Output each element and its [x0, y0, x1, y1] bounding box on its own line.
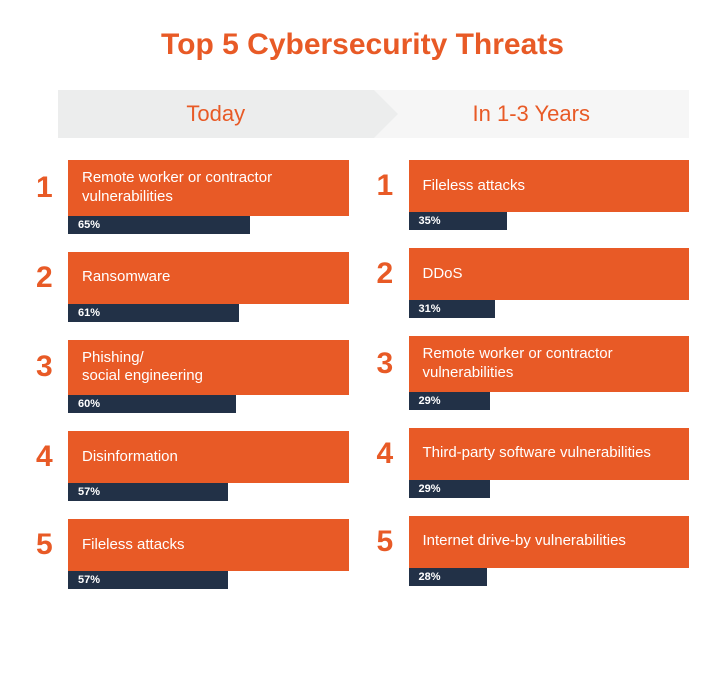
threat-bar-fill: 57%: [68, 571, 228, 589]
threat-item: 2Ransomware 61%: [36, 252, 349, 322]
tab-arrow-icon: [374, 90, 398, 138]
threat-rank: 3: [377, 336, 399, 392]
threat-bar-pct: 28%: [409, 571, 441, 583]
threat-bar-fill: 29%: [409, 480, 490, 498]
threat-bar-fill: 61%: [68, 304, 239, 322]
threat-item: 1Fileless attacks 35%: [377, 160, 690, 230]
threat-label: Phishing/ social engineering: [68, 340, 349, 396]
threat-item: 4Third-party software vulnerabilities 29%: [377, 428, 690, 498]
column-future: 1Fileless attacks 35% 2DDoS 31% 3Remote work…: [377, 160, 690, 589]
threat-item-top: 1Fileless attacks: [377, 160, 690, 212]
threat-item-top: 1Remote worker or contractor vulnerabili…: [36, 160, 349, 216]
threat-bar: 57%: [68, 483, 349, 501]
threat-bar-pct: 65%: [68, 219, 100, 231]
threat-bar-fill: 57%: [68, 483, 228, 501]
threat-bar-track: 31%: [409, 300, 690, 318]
threat-bar: 57%: [68, 571, 349, 589]
threat-item: 1Remote worker or contractor vulnerabili…: [36, 160, 349, 234]
threat-bar-fill: 60%: [68, 395, 236, 413]
threat-item-top: 5Fileless attacks: [36, 519, 349, 571]
column-today: 1Remote worker or contractor vulnerabili…: [36, 160, 349, 589]
threat-bar-pct: 57%: [68, 486, 100, 498]
threat-bar-pct: 61%: [68, 307, 100, 319]
threat-item-top: 2DDoS: [377, 248, 690, 300]
threat-item: 3Remote worker or contractor vulnerabili…: [377, 336, 690, 410]
threat-item: 5Internet drive-by vulnerabilities 28%: [377, 516, 690, 586]
threat-bar-fill: 28%: [409, 568, 488, 586]
threat-label: Remote worker or contractor vulnerabilit…: [68, 160, 349, 216]
threat-bar-pct: 29%: [409, 483, 441, 495]
threat-item: 4Disinformation 57%: [36, 431, 349, 501]
threat-label: Remote worker or contractor vulnerabilit…: [409, 336, 690, 392]
threat-label: Fileless attacks: [409, 160, 690, 212]
infographic-root: Top 5 Cybersecurity Threats Today In 1-3…: [0, 0, 725, 609]
tab-future: In 1-3 Years: [374, 90, 690, 138]
threat-bar-fill: 31%: [409, 300, 496, 318]
threat-rank: 3: [36, 340, 58, 396]
threat-item: 3Phishing/ social engineering 60%: [36, 340, 349, 414]
tab-today: Today: [58, 90, 374, 138]
threat-bar-pct: 29%: [409, 395, 441, 407]
threat-bar-track: 57%: [68, 483, 349, 501]
threat-bar-pct: 31%: [409, 303, 441, 315]
threat-bar: 60%: [68, 395, 349, 413]
threat-item: 5Fileless attacks 57%: [36, 519, 349, 589]
threat-item-top: 2Ransomware: [36, 252, 349, 304]
columns-wrap: 1Remote worker or contractor vulnerabili…: [36, 160, 689, 589]
threat-bar-track: 35%: [409, 212, 690, 230]
threat-bar-pct: 60%: [68, 398, 100, 410]
threat-rank: 5: [377, 516, 399, 568]
threat-bar-track: 29%: [409, 480, 690, 498]
threat-label: Internet drive-by vulnerabilities: [409, 516, 690, 568]
threat-bar-track: 65%: [68, 216, 349, 234]
threat-bar-track: 60%: [68, 395, 349, 413]
page-title: Top 5 Cybersecurity Threats: [36, 28, 689, 62]
threat-label: Fileless attacks: [68, 519, 349, 571]
threat-bar-track: 61%: [68, 304, 349, 322]
threat-bar-fill: 65%: [68, 216, 250, 234]
threat-item-top: 3Remote worker or contractor vulnerabili…: [377, 336, 690, 392]
threat-label: Disinformation: [68, 431, 349, 483]
threat-bar-fill: 29%: [409, 392, 490, 410]
threat-bar-fill: 35%: [409, 212, 507, 230]
threat-label: DDoS: [409, 248, 690, 300]
threat-bar: 61%: [68, 304, 349, 322]
threat-item-top: 4Third-party software vulnerabilities: [377, 428, 690, 480]
threat-bar: 29%: [409, 480, 690, 498]
threat-rank: 4: [36, 431, 58, 483]
threat-bar: 35%: [409, 212, 690, 230]
threat-item: 2DDoS 31%: [377, 248, 690, 318]
threat-rank: 5: [36, 519, 58, 571]
threat-label: Ransomware: [68, 252, 349, 304]
threat-bar: 29%: [409, 392, 690, 410]
threat-bar: 28%: [409, 568, 690, 586]
threat-item-top: 5Internet drive-by vulnerabilities: [377, 516, 690, 568]
threat-rank: 2: [36, 252, 58, 304]
threat-bar-pct: 57%: [68, 574, 100, 586]
threat-rank: 4: [377, 428, 399, 480]
threat-label: Third-party software vulnerabilities: [409, 428, 690, 480]
threat-bar-track: 57%: [68, 571, 349, 589]
threat-rank: 1: [377, 160, 399, 212]
threat-rank: 2: [377, 248, 399, 300]
period-tabs: Today In 1-3 Years: [58, 90, 689, 138]
threat-bar: 31%: [409, 300, 690, 318]
threat-rank: 1: [36, 160, 58, 216]
threat-bar-track: 28%: [409, 568, 690, 586]
threat-item-top: 3Phishing/ social engineering: [36, 340, 349, 396]
threat-item-top: 4Disinformation: [36, 431, 349, 483]
threat-bar-track: 29%: [409, 392, 690, 410]
threat-bar: 65%: [68, 216, 349, 234]
threat-bar-pct: 35%: [409, 215, 441, 227]
